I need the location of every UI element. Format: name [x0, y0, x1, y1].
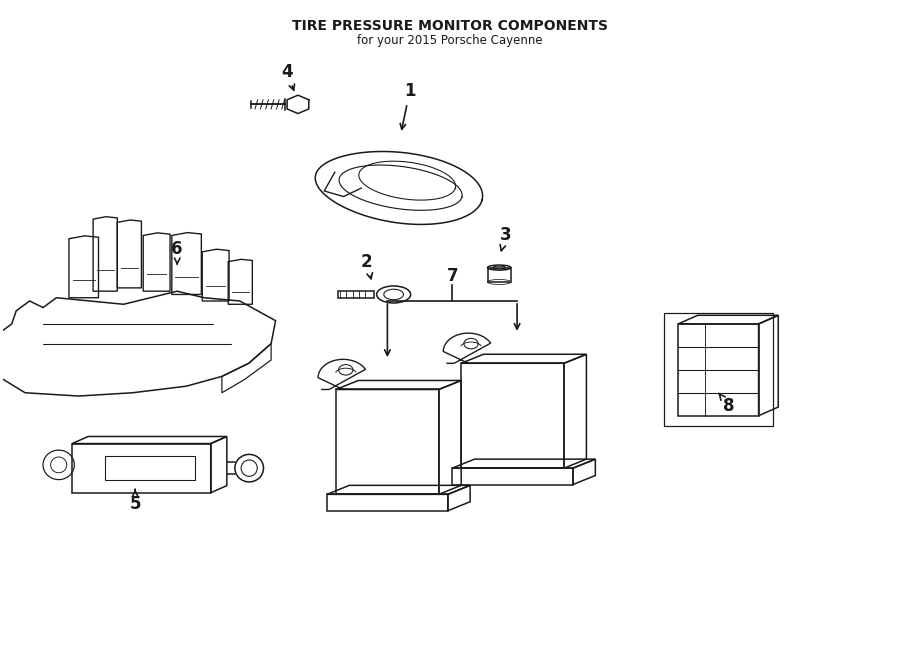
Text: TIRE PRESSURE MONITOR COMPONENTS: TIRE PRESSURE MONITOR COMPONENTS: [292, 19, 608, 33]
Text: 8: 8: [719, 393, 734, 415]
Text: for your 2015 Porsche Cayenne: for your 2015 Porsche Cayenne: [357, 34, 543, 47]
Text: 6: 6: [171, 239, 183, 264]
Text: 3: 3: [500, 227, 511, 251]
Text: 1: 1: [400, 82, 416, 130]
Text: 4: 4: [282, 63, 294, 90]
Text: 2: 2: [361, 253, 373, 279]
Text: 7: 7: [446, 266, 458, 285]
Text: 5: 5: [130, 490, 141, 513]
